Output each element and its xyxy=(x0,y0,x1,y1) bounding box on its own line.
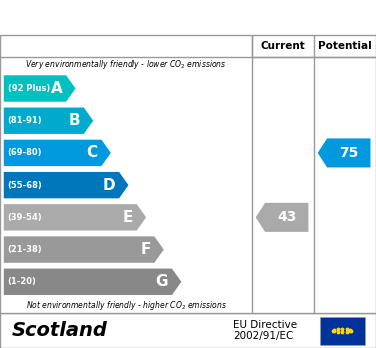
Text: (1-20): (1-20) xyxy=(8,277,36,286)
Text: G: G xyxy=(156,274,168,289)
Text: F: F xyxy=(140,242,150,257)
Polygon shape xyxy=(4,204,146,231)
Polygon shape xyxy=(318,139,370,167)
Text: E: E xyxy=(123,210,133,225)
Text: 75: 75 xyxy=(339,146,358,160)
Bar xyxy=(320,317,365,345)
Polygon shape xyxy=(256,203,308,232)
Text: B: B xyxy=(68,113,80,128)
Text: Current: Current xyxy=(261,41,305,51)
Text: (69-80): (69-80) xyxy=(8,148,42,157)
Text: Scotland: Scotland xyxy=(11,321,107,340)
Text: Not environmentally friendly - higher CO$_2$ emissions: Not environmentally friendly - higher CO… xyxy=(26,299,226,312)
Polygon shape xyxy=(4,108,93,134)
Polygon shape xyxy=(4,140,111,166)
Text: (39-54): (39-54) xyxy=(8,213,42,222)
Polygon shape xyxy=(4,75,76,102)
Polygon shape xyxy=(4,236,164,263)
Text: Very environmentally friendly - lower CO$_2$ emissions: Very environmentally friendly - lower CO… xyxy=(25,58,227,71)
Polygon shape xyxy=(4,269,181,295)
Text: (92 Plus): (92 Plus) xyxy=(8,84,50,93)
Text: D: D xyxy=(103,177,115,193)
Text: Potential: Potential xyxy=(318,41,372,51)
Text: (55-68): (55-68) xyxy=(8,181,42,190)
Bar xyxy=(252,35,376,57)
Polygon shape xyxy=(4,172,129,198)
Text: C: C xyxy=(86,145,98,160)
Text: (81-91): (81-91) xyxy=(8,116,42,125)
Text: Environmental Impact (CO$_2$) Rating: Environmental Impact (CO$_2$) Rating xyxy=(9,6,367,29)
Text: 43: 43 xyxy=(277,210,296,224)
Text: (21-38): (21-38) xyxy=(8,245,42,254)
Text: EU Directive
2002/91/EC: EU Directive 2002/91/EC xyxy=(233,320,297,341)
Text: A: A xyxy=(51,81,62,96)
